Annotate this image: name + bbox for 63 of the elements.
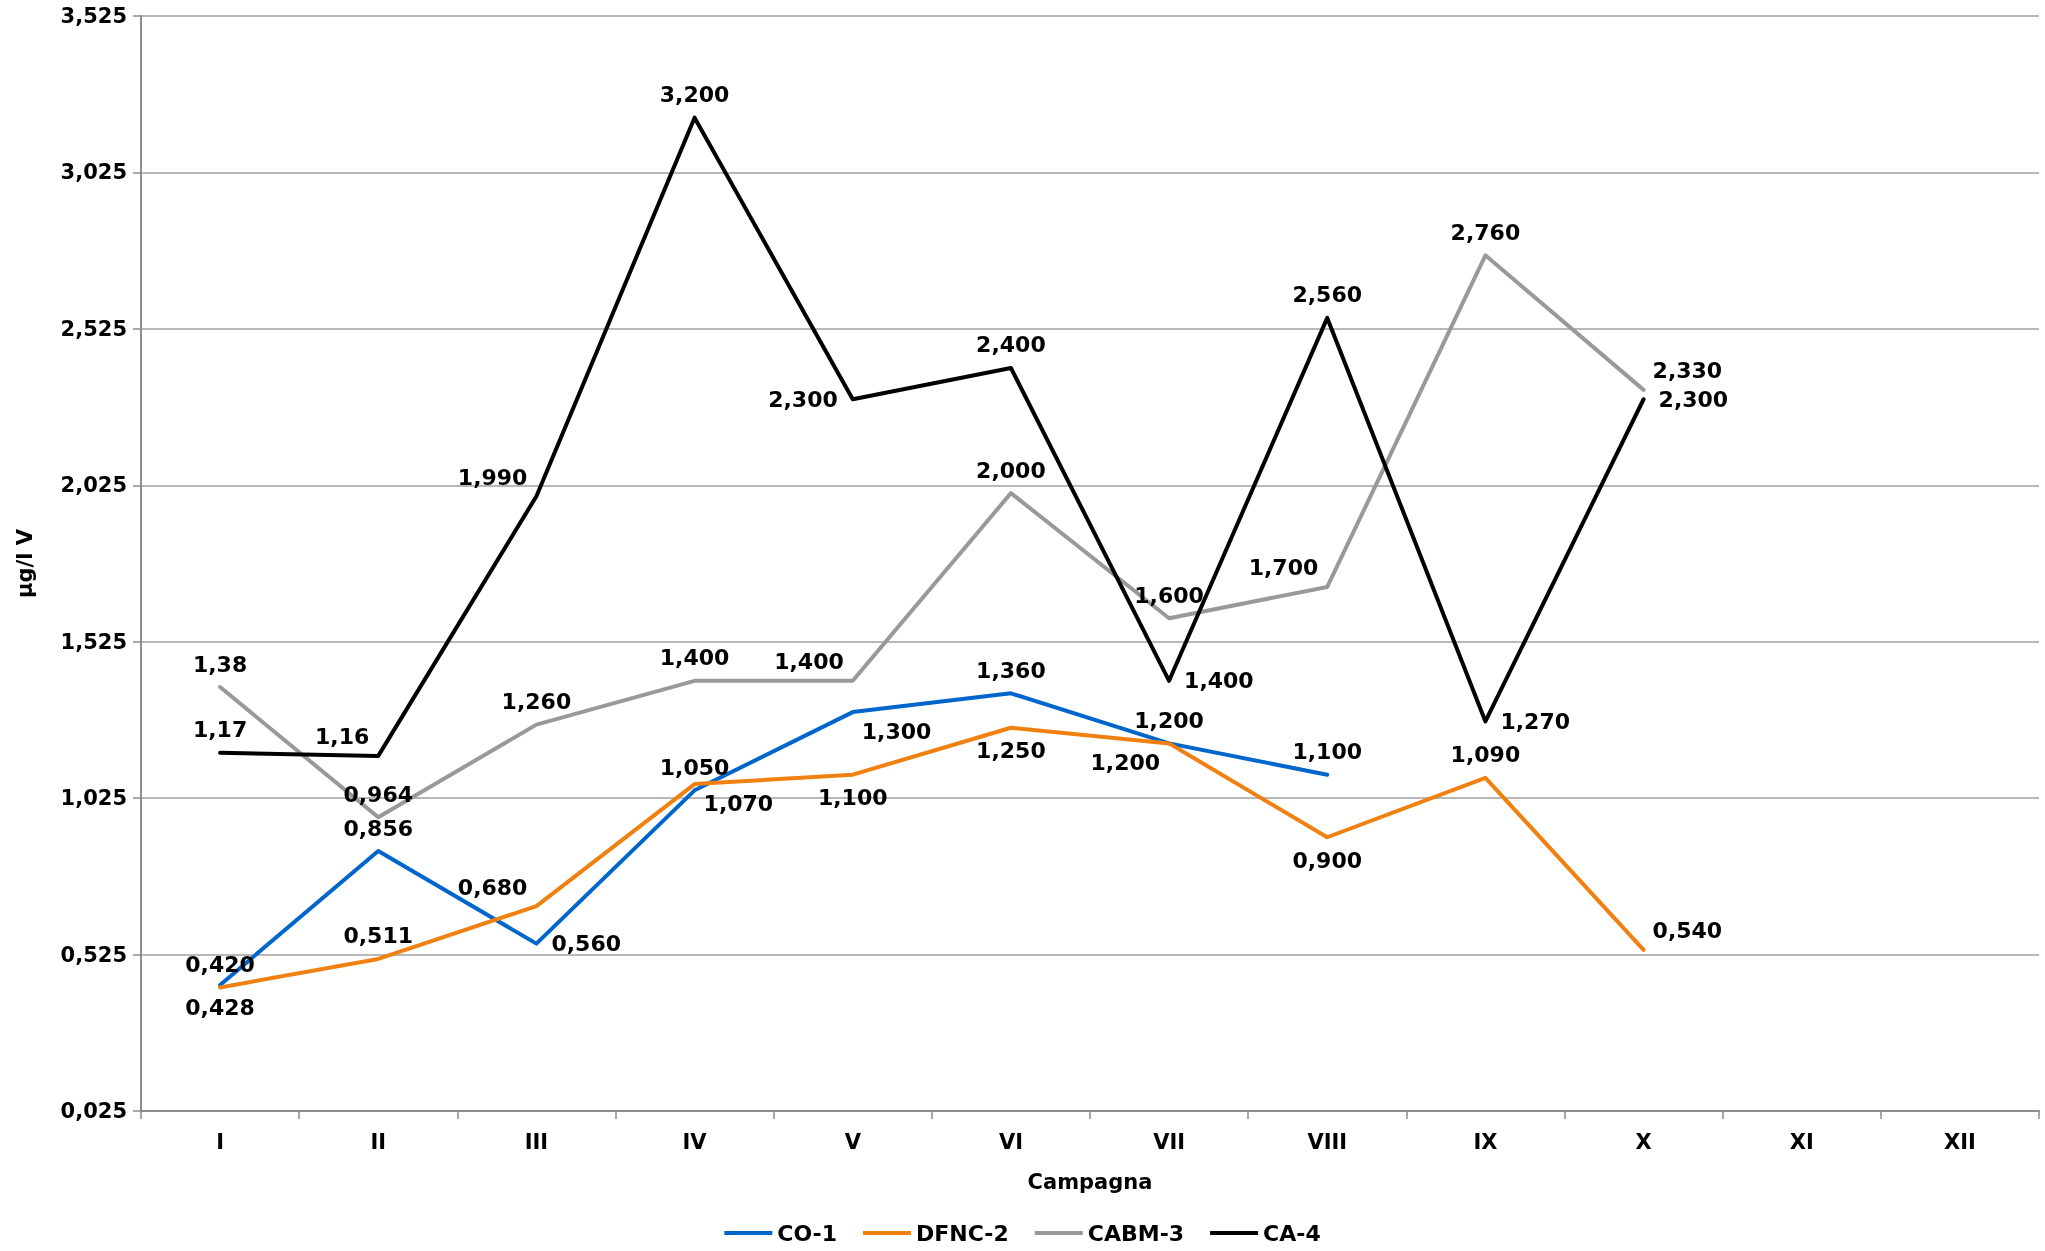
- data-label: 1,300: [861, 718, 932, 744]
- x-tick-label: V: [844, 1129, 862, 1154]
- data-label: 2,000: [976, 457, 1046, 483]
- legend-label: CA-4: [1263, 1220, 1321, 1246]
- y-tick-label: 0,525: [60, 942, 127, 967]
- x-tick-label: VII: [1153, 1129, 1186, 1154]
- data-label: 1,400: [1184, 668, 1254, 694]
- data-label: 2,760: [1450, 219, 1521, 245]
- data-label: 2,300: [768, 386, 838, 412]
- data-label: 0,856: [343, 815, 414, 841]
- x-tick-label: III: [524, 1129, 549, 1154]
- data-label: 1,260: [501, 689, 572, 715]
- x-tick-label: XI: [1789, 1129, 1814, 1154]
- y-tick-label: 1,025: [60, 786, 127, 811]
- data-label: 1,100: [817, 785, 888, 811]
- y-tick-label: 2,025: [60, 473, 127, 498]
- x-tick-label: VIII: [1307, 1129, 1348, 1154]
- x-tick-label: IX: [1473, 1129, 1498, 1154]
- data-label: 2,330: [1652, 358, 1723, 384]
- legend-label: CABM-3: [1087, 1220, 1185, 1246]
- x-tick-label: IV: [682, 1129, 708, 1154]
- data-label: 1,100: [1292, 739, 1363, 765]
- data-label: 1,200: [1090, 749, 1161, 775]
- data-label: 1,38: [192, 651, 248, 677]
- data-label: 3,200: [659, 82, 730, 108]
- x-tick-label: XII: [1944, 1129, 1976, 1154]
- y-axis-title: µg/l V: [12, 528, 37, 598]
- data-label: 2,400: [976, 332, 1046, 358]
- data-label: 1,250: [976, 738, 1046, 764]
- data-label: 1,400: [774, 649, 844, 675]
- y-tick-label: 3,025: [60, 160, 127, 185]
- data-label: 1,200: [1134, 707, 1204, 733]
- data-label: 0,900: [1292, 847, 1363, 873]
- data-label: 1,600: [1134, 582, 1204, 608]
- data-label: 2,300: [1658, 386, 1729, 412]
- data-label: 1,17: [192, 717, 248, 743]
- data-label: 0,680: [457, 874, 528, 900]
- x-axis-title: Campagna: [1027, 1169, 1153, 1194]
- data-label: 1,990: [457, 464, 528, 490]
- data-label: 1,050: [659, 754, 730, 780]
- data-label: 0,964: [343, 781, 414, 807]
- legend-label: DFNC-2: [916, 1220, 1009, 1246]
- data-label: 1,070: [703, 790, 774, 816]
- data-label: 0,540: [1652, 918, 1723, 944]
- data-label: 1,700: [1248, 555, 1319, 581]
- data-label: 0,428: [185, 995, 255, 1021]
- legend-label: CO-1: [777, 1220, 838, 1246]
- data-label: 1,270: [1500, 708, 1571, 734]
- data-label: 1,090: [1450, 742, 1521, 768]
- y-tick-label: 1,525: [60, 629, 127, 654]
- y-tick-label: 0,025: [60, 1099, 127, 1123]
- x-tick-label: I: [216, 1129, 224, 1154]
- x-tick-label: II: [370, 1129, 387, 1154]
- data-label: 0,560: [551, 931, 622, 957]
- y-tick-label: 2,525: [60, 316, 127, 341]
- data-label: 1,360: [976, 657, 1046, 683]
- data-label: 2,560: [1292, 282, 1363, 308]
- data-label: 1,16: [314, 724, 370, 750]
- data-label: 1,400: [659, 645, 730, 671]
- data-label: 0,511: [343, 923, 414, 949]
- x-tick-label: X: [1635, 1129, 1652, 1154]
- x-tick-label: VI: [998, 1129, 1023, 1154]
- y-tick-label: 3,525: [60, 4, 127, 28]
